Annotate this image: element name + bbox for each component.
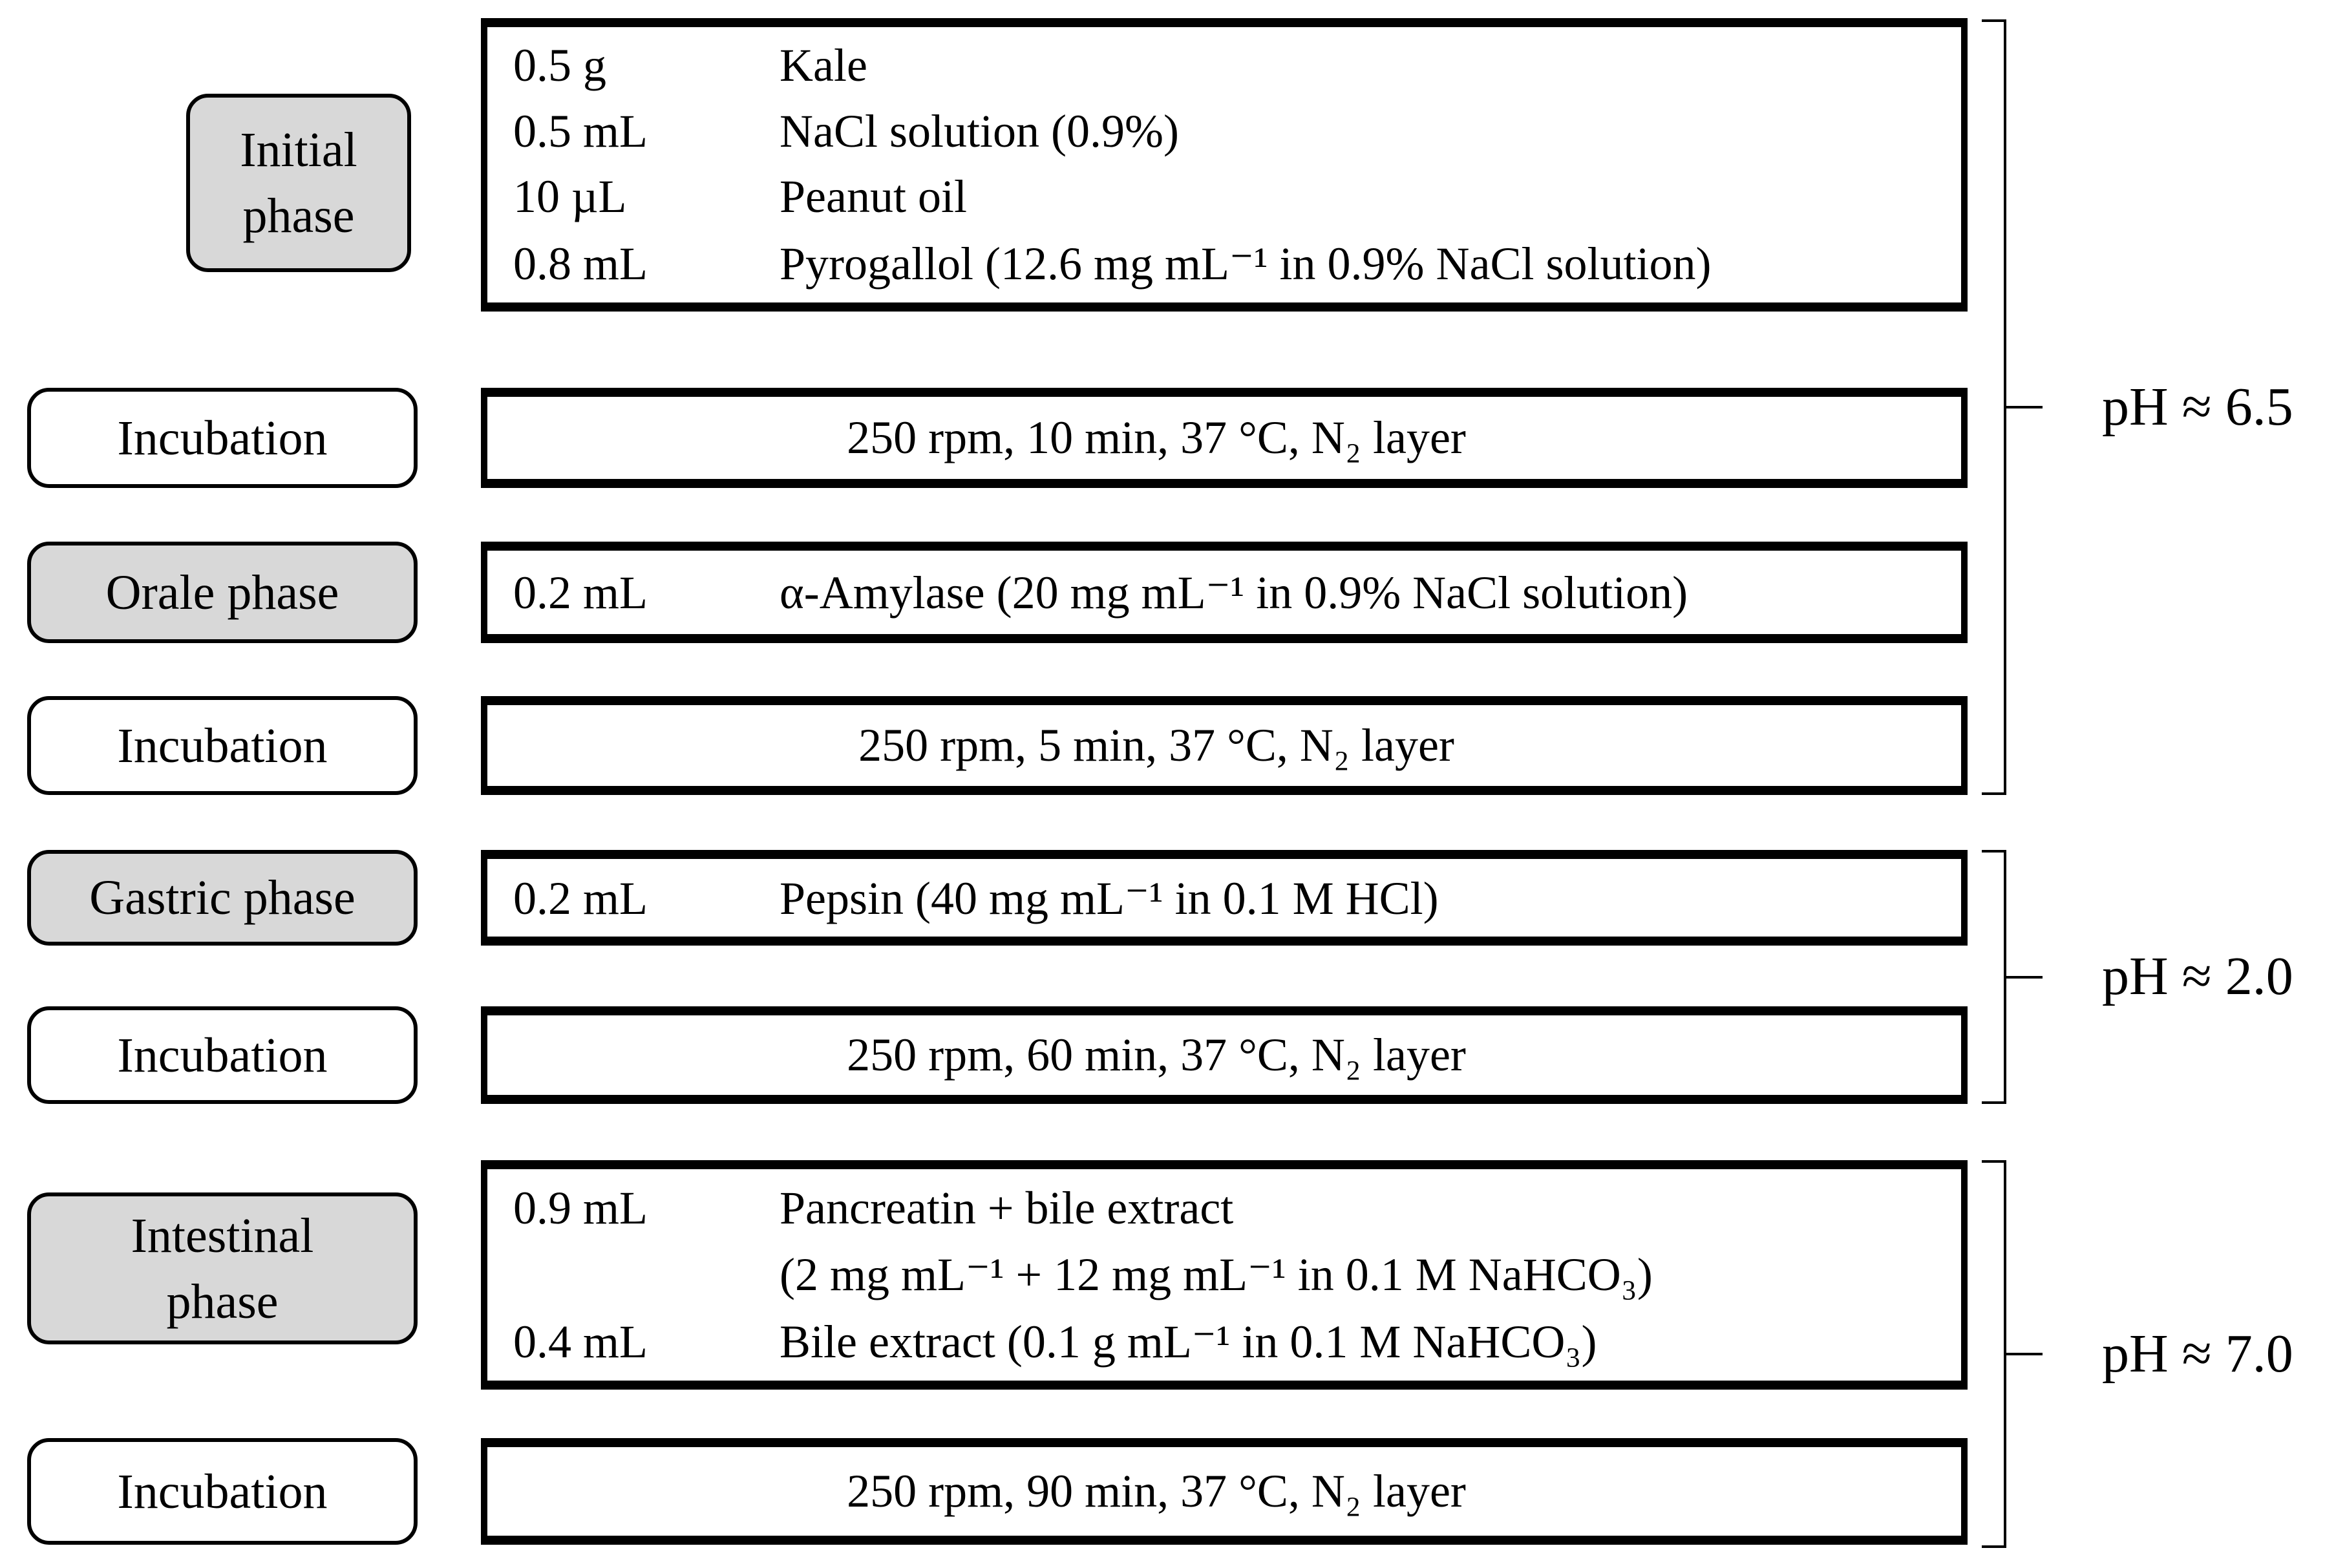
phase-label-intestinal-text: Intestinal phase [131, 1208, 314, 1329]
ph-value-gastric-section: pH ≈ 2.0 [2102, 946, 2293, 1006]
incubation-4-conditions-box: 250 rpm, 90 min, 37 °C, N₂ layer [481, 1438, 1968, 1545]
ingredient-row: 0.8 mL Pyrogallol (12.6 mg mL⁻¹ in 0.9% … [487, 236, 1961, 291]
incubation-1-conditions-text: 250 rpm, 10 min, 37 °C, N₂ layer [847, 412, 1466, 463]
incubation-3-conditions-box: 250 rpm, 60 min, 37 °C, N₂ layer [481, 1006, 1968, 1104]
incubation-2-conditions-box: 250 rpm, 5 min, 37 °C, N₂ layer [481, 696, 1968, 795]
incubation-3-conditions-text: 250 rpm, 60 min, 37 °C, N₂ layer [847, 1029, 1466, 1081]
step-label-incubation-4-text: Incubation [117, 1464, 328, 1519]
ph-bracket-oral-section [1982, 19, 2043, 795]
ingredient-description: Pyrogallol (12.6 mg mL⁻¹ in 0.9% NaCl so… [780, 237, 1712, 290]
incubation-1-conditions-box: 250 rpm, 10 min, 37 °C, N₂ layer [481, 388, 1968, 488]
step-label-incubation-2-text: Incubation [117, 718, 328, 773]
ingredient-amount: 0.8 mL [513, 237, 648, 290]
ingredient-row: 0.9 mL Pancreatin + bile extract [487, 1181, 1961, 1235]
ingredient-amount: 0.5 g [513, 39, 606, 92]
ingredient-amount: 0.2 mL [513, 872, 648, 924]
gastric-phase-ingredients-box: 0.2 mL Pepsin (40 mg mL⁻¹ in 0.1 M HCl) [481, 850, 1968, 946]
ph-value-oral-section: pH ≈ 6.5 [2102, 377, 2293, 437]
ingredient-description: (2 mg mL⁻¹ + 12 mg mL⁻¹ in 0.1 M NaHCO₃) [780, 1249, 1653, 1300]
bracket-tick [2004, 406, 2043, 408]
ingredient-description: Pancreatin + bile extract [780, 1181, 1234, 1234]
ph-bracket-intestinal-section [1982, 1160, 2043, 1548]
ingredient-description: Peanut oil [780, 171, 967, 223]
ingredient-amount: 0.5 mL [513, 105, 648, 157]
step-label-incubation-2: Incubation [27, 696, 418, 795]
bracket-tick [2004, 1353, 2043, 1355]
ingredient-amount: 0.9 mL [513, 1181, 648, 1234]
incubation-2-conditions-text: 250 rpm, 5 min, 37 °C, N₂ layer [858, 719, 1454, 771]
ingredient-row: 0.5 g Kale [487, 39, 1961, 92]
phase-label-oral: Orale phase [27, 542, 418, 643]
ingredient-description: NaCl solution (0.9%) [780, 105, 1179, 157]
phase-label-gastric: Gastric phase [27, 850, 418, 946]
ph-value-intestinal-section: pH ≈ 7.0 [2102, 1324, 2293, 1384]
incubation-4-conditions-text: 250 rpm, 90 min, 37 °C, N₂ layer [847, 1465, 1466, 1517]
bracket-tick [2004, 975, 2043, 979]
step-label-incubation-1-text: Incubation [117, 410, 328, 465]
intestinal-phase-ingredients-box: 0.9 mL Pancreatin + bile extract (2 mg m… [481, 1160, 1968, 1390]
phase-label-initial: Initial phase [186, 94, 411, 272]
ingredient-description: Kale [780, 39, 867, 92]
ingredient-row: 0.2 mL Pepsin (40 mg mL⁻¹ in 0.1 M HCl) [487, 871, 1961, 926]
ingredient-amount: 0.4 mL [513, 1315, 648, 1368]
phase-label-gastric-text: Gastric phase [89, 871, 356, 925]
phase-label-initial-text: Initial phase [240, 123, 357, 243]
ingredient-row: 0.2 mL α-Amylase (20 mg mL⁻¹ in 0.9% NaC… [487, 565, 1961, 620]
step-label-incubation-3: Incubation [27, 1006, 418, 1104]
step-label-incubation-1: Incubation [27, 388, 418, 488]
ingredient-description: Pepsin (40 mg mL⁻¹ in 0.1 M HCl) [780, 872, 1439, 924]
oral-phase-ingredients-box: 0.2 mL α-Amylase (20 mg mL⁻¹ in 0.9% NaC… [481, 542, 1968, 643]
ingredient-amount: 0.2 mL [513, 567, 648, 619]
ingredient-row: (2 mg mL⁻¹ + 12 mg mL⁻¹ in 0.1 M NaHCO₃) [487, 1247, 1961, 1302]
ingredient-row: 10 µL Peanut oil [487, 170, 1961, 224]
ingredient-description: Bile extract (0.1 g mL⁻¹ in 0.1 M NaHCO₃… [780, 1315, 1597, 1368]
phase-label-intestinal: Intestinal phase [27, 1192, 418, 1344]
step-label-incubation-4: Incubation [27, 1438, 418, 1545]
ingredient-amount: 10 µL [513, 171, 627, 223]
phase-label-oral-text: Orale phase [105, 565, 339, 620]
ph-bracket-gastric-section [1982, 850, 2043, 1104]
ingredient-row: 0.5 mL NaCl solution (0.9%) [487, 105, 1961, 158]
step-label-incubation-3-text: Incubation [117, 1028, 328, 1083]
ingredient-row: 0.4 mL Bile extract (0.1 g mL⁻¹ in 0.1 M… [487, 1314, 1961, 1369]
initial-phase-ingredients-box: 0.5 g Kale 0.5 mL NaCl solution (0.9%) 1… [481, 18, 1968, 312]
ingredient-description: α-Amylase (20 mg mL⁻¹ in 0.9% NaCl solut… [780, 567, 1688, 619]
